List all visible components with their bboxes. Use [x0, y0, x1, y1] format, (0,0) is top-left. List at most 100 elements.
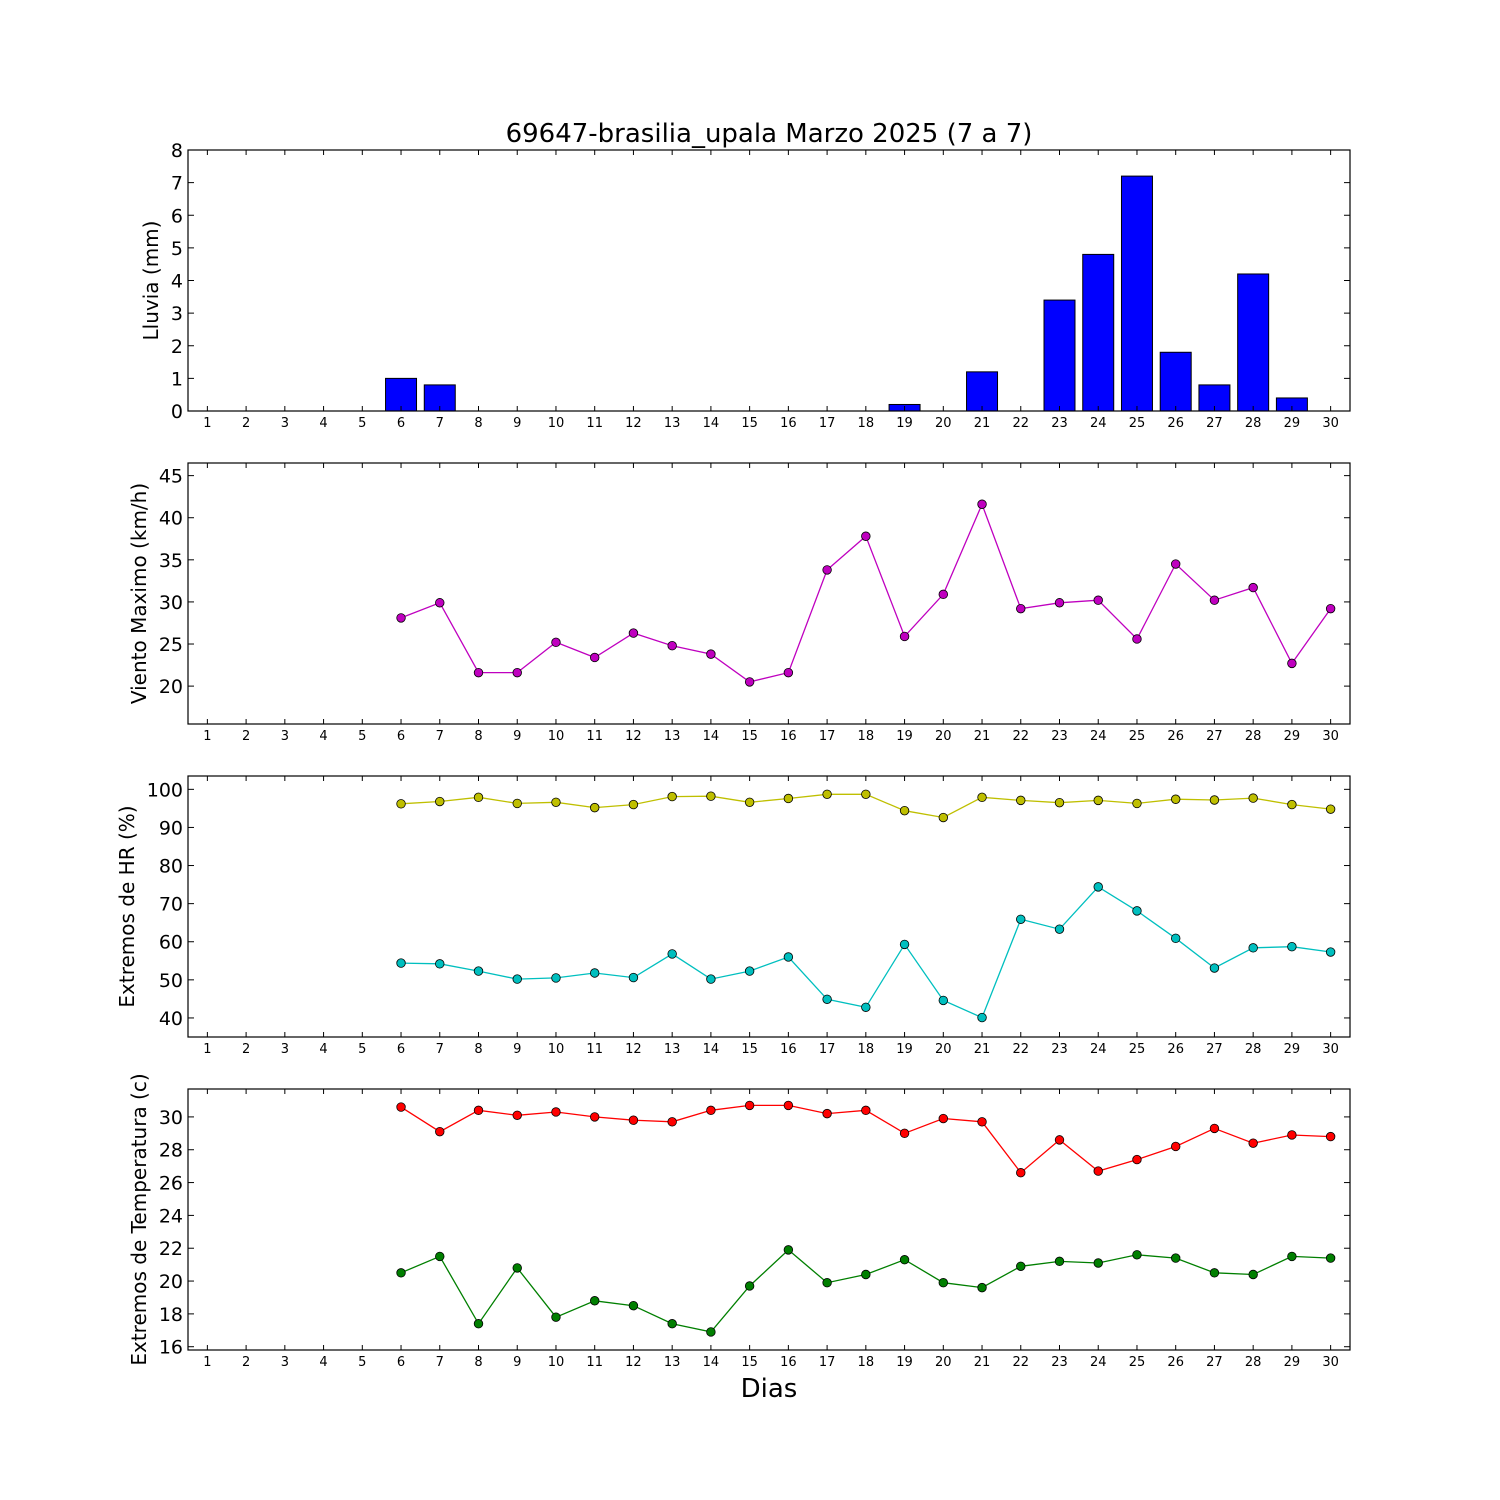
- rain-bar-day-23: [1043, 299, 1076, 412]
- series-point-3-2-day-20: [938, 995, 949, 1006]
- series-point-2-1-day-12: [628, 628, 639, 638]
- x-tick-label: 11: [586, 1355, 603, 1370]
- series-point-3-1-day-10: [551, 797, 561, 807]
- series-point-3-1-day-28: [1248, 793, 1258, 803]
- y-tick-label: 8: [171, 140, 183, 162]
- series-point-4-1-day-8: [473, 1105, 484, 1116]
- x-tick-label: 3: [281, 1042, 289, 1057]
- x-tick-label: 13: [664, 729, 681, 744]
- series-point-4-1-day-19: [899, 1128, 910, 1139]
- x-tick-label: 3: [281, 416, 289, 431]
- x-tick-label: 30: [1322, 416, 1339, 431]
- y-tick-label: 16: [159, 1337, 183, 1359]
- rain-bar-day-26: [1159, 351, 1192, 412]
- x-tick-label: 18: [858, 1355, 875, 1370]
- x-tick-label: 29: [1284, 729, 1301, 744]
- series-point-3-2-day-14: [706, 974, 716, 984]
- x-tick-label: 30: [1322, 1042, 1339, 1057]
- axes-frame-3: [187, 775, 1351, 1038]
- series-point-3-1-day-12: [628, 799, 639, 810]
- x-tick-label: 28: [1245, 1355, 1262, 1370]
- series-point-4-2-day-27: [1209, 1268, 1220, 1278]
- series-point-4-1-day-11: [590, 1112, 600, 1122]
- y-axis-label-1: Lluvia (mm): [139, 221, 163, 341]
- x-tick-label: 28: [1245, 1042, 1262, 1057]
- series-point-4-1-day-10: [551, 1107, 561, 1117]
- series-point-4-2-day-11: [590, 1296, 600, 1306]
- series-point-2-1-day-10: [551, 637, 561, 648]
- x-tick-label: 19: [896, 1042, 913, 1057]
- series-point-4-2-day-29: [1287, 1251, 1297, 1262]
- series-point-3-2-day-9: [512, 974, 522, 984]
- x-tick-label: 11: [586, 729, 603, 744]
- series-point-3-1-day-30: [1325, 804, 1336, 814]
- y-tick-label: 30: [159, 1107, 183, 1129]
- series-point-3-2-day-7: [435, 959, 445, 969]
- x-tick-label: 26: [1167, 416, 1184, 431]
- x-tick-label: 22: [1012, 729, 1029, 744]
- x-tick-label: 23: [1051, 1042, 1068, 1057]
- x-tick-label: 22: [1012, 1042, 1029, 1057]
- x-tick-label: 26: [1167, 1355, 1184, 1370]
- x-tick-label: 15: [741, 1042, 758, 1057]
- x-tick-label: 20: [935, 1355, 952, 1370]
- x-tick-label: 9: [513, 729, 521, 744]
- y-tick-label: 28: [159, 1140, 183, 1162]
- x-tick-label: 24: [1090, 729, 1107, 744]
- x-tick-label: 19: [896, 729, 913, 744]
- y-tick-label: 35: [159, 550, 183, 572]
- x-tick-label: 22: [1012, 416, 1029, 431]
- x-tick-label: 27: [1206, 416, 1223, 431]
- series-point-3-2-day-30: [1325, 947, 1336, 957]
- y-tick-label: 70: [159, 894, 183, 916]
- chart-title: 69647-brasilia_upala Marzo 2025 (7 a 7): [506, 119, 1033, 149]
- series-point-3-2-day-28: [1248, 943, 1258, 953]
- y-tick-label: 18: [159, 1304, 183, 1326]
- y-tick-label: 1: [171, 368, 183, 390]
- series-point-3-2-day-8: [473, 966, 484, 976]
- series-point-3-1-day-20: [938, 812, 949, 823]
- series-point-4-1-day-22: [1016, 1168, 1026, 1178]
- x-tick-label: 19: [896, 1355, 913, 1370]
- x-tick-label: 1: [203, 1042, 211, 1057]
- x-tick-label: 29: [1284, 416, 1301, 431]
- series-point-4-1-day-18: [861, 1105, 871, 1116]
- x-tick-label: 13: [664, 1355, 681, 1370]
- series-point-4-1-day-24: [1093, 1166, 1103, 1176]
- y-tick-label: 26: [159, 1173, 183, 1195]
- x-tick-label: 30: [1322, 1355, 1339, 1370]
- series-point-4-2-day-15: [744, 1281, 755, 1291]
- x-tick-label: 26: [1167, 1042, 1184, 1057]
- series-point-3-2-day-27: [1209, 963, 1220, 973]
- series-point-4-1-day-17: [822, 1108, 832, 1119]
- series-point-2-1-day-28: [1248, 582, 1258, 593]
- series-point-4-2-day-9: [512, 1263, 522, 1273]
- x-tick-label: 7: [436, 1042, 444, 1057]
- y-tick-label: 80: [159, 856, 183, 878]
- series-point-4-1-day-7: [435, 1126, 445, 1137]
- x-tick-label: 10: [548, 1042, 565, 1057]
- x-tick-label: 10: [548, 729, 565, 744]
- x-tick-label: 20: [935, 729, 952, 744]
- x-tick-label: 23: [1051, 729, 1068, 744]
- series-point-2-1-day-18: [861, 531, 871, 541]
- series-point-4-1-day-28: [1248, 1138, 1258, 1148]
- series-point-3-2-day-26: [1170, 933, 1181, 944]
- x-tick-label: 12: [625, 1355, 642, 1370]
- y-tick-label: 60: [159, 932, 183, 954]
- x-tick-label: 10: [548, 1355, 565, 1370]
- series-point-2-1-day-6: [396, 613, 406, 623]
- series-point-3-1-day-16: [783, 793, 794, 804]
- y-tick-label: 24: [159, 1205, 183, 1227]
- x-tick-label: 12: [625, 1042, 642, 1057]
- x-tick-label: 16: [780, 729, 797, 744]
- series-point-2-1-day-15: [744, 677, 755, 687]
- series-point-3-1-day-29: [1287, 799, 1297, 810]
- series-point-3-2-day-12: [628, 972, 639, 983]
- x-tick-label: 25: [1129, 416, 1146, 431]
- series-point-4-2-day-21: [977, 1282, 987, 1293]
- x-tick-label: 5: [358, 1042, 366, 1057]
- series-point-4-2-day-23: [1054, 1256, 1065, 1267]
